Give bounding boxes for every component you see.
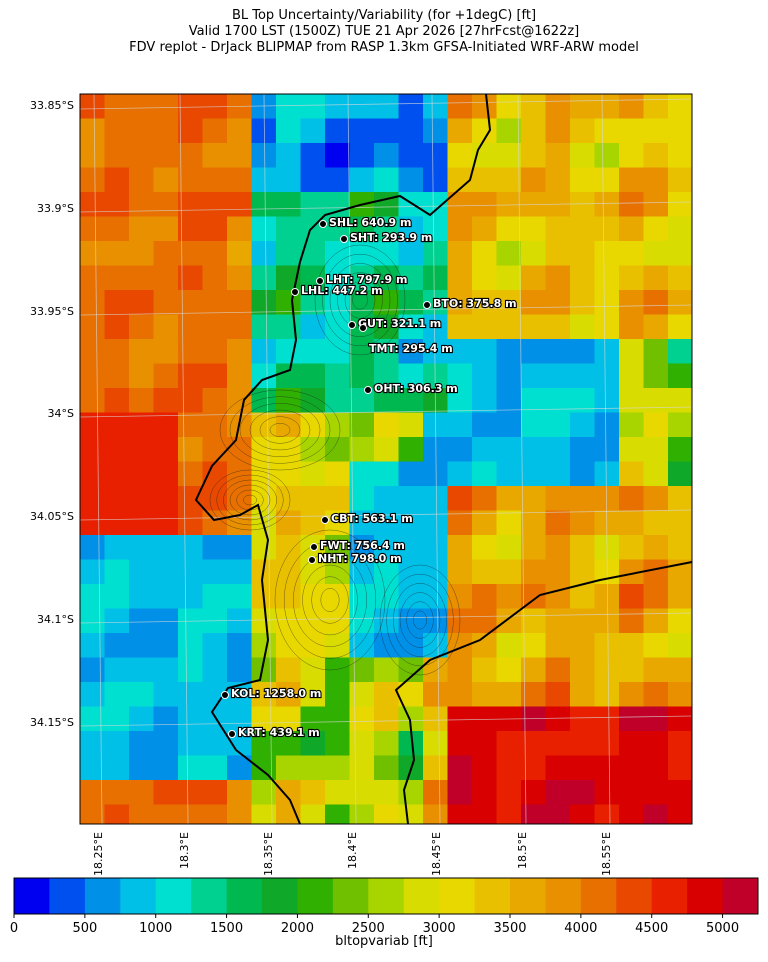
station-label: KOL: 1258.0 m xyxy=(231,687,321,700)
station-label: NHT: 798.0 m xyxy=(318,552,402,565)
colorbar-swatch xyxy=(155,878,192,914)
colorbar-tick-label: 0 xyxy=(10,921,18,936)
lon-tick-label: 18.45°E xyxy=(430,832,443,876)
colorbar-tick-label: 4500 xyxy=(635,921,668,936)
terrain-contours xyxy=(209,244,461,676)
colorbar-tick-label: 2500 xyxy=(352,921,385,936)
lon-tick-label: 18.55°E xyxy=(600,832,613,876)
colorbar-swatch xyxy=(191,878,227,914)
longitude-axis: 18.25°E 18.3°E 18.35°E 18.4°E 18.45°E 18.5°E 1… xyxy=(92,832,613,876)
lat-tick-label: 34.15°S xyxy=(30,716,74,729)
station-label: FWT: 756.4 m xyxy=(320,539,405,552)
lon-tick-label: 18.3°E xyxy=(178,832,191,869)
station-label: TMT: 295.4 m xyxy=(369,342,453,355)
colorbar-swatch xyxy=(49,878,86,914)
station-marker xyxy=(308,556,316,564)
station-label: LHT: 797.9 m xyxy=(326,273,407,286)
coastline xyxy=(194,93,693,825)
lat-tick-label: 33.9°S xyxy=(37,202,74,215)
colorbar-swatch xyxy=(510,878,546,914)
station-label: LHL: 447.2 m xyxy=(301,284,383,297)
station-marker xyxy=(340,235,348,243)
title-line-3: FDV replot - DrJack BLIPMAP from RASP 1.… xyxy=(129,40,639,55)
colorbar-swatch xyxy=(474,878,511,914)
colorbar-label: bltopvariab [ft] xyxy=(335,934,433,949)
colorbar-tick-label: 4000 xyxy=(564,921,597,936)
station-marker xyxy=(359,324,367,332)
station-marker xyxy=(291,288,299,296)
colorbar-tick-label: 1000 xyxy=(139,921,172,936)
station-marker xyxy=(423,301,431,309)
station-label: KRT: 439.1 m xyxy=(238,726,320,739)
station-marker xyxy=(319,220,327,228)
colorbar-tick-label: 5000 xyxy=(706,921,739,936)
station-marker xyxy=(364,386,372,394)
station-marker xyxy=(316,277,324,285)
station-marker xyxy=(310,543,318,551)
colorbar-swatch xyxy=(84,878,121,914)
colorbar-swatch xyxy=(580,878,617,914)
colorbar-tick-label: 500 xyxy=(72,921,97,936)
colorbar: 0 500 1000 1500 2000 2500 3000 3500 4000 4500 5000 xyxy=(10,877,759,936)
colorbar-swatch xyxy=(368,878,405,914)
station-marker xyxy=(348,321,356,329)
colorbar-swatch xyxy=(651,878,688,914)
lat-tick-label: 33.95°S xyxy=(30,305,74,318)
station-label: OHT: 306.3 m xyxy=(374,382,458,395)
station-label: CBT: 563.1 m xyxy=(331,512,413,525)
colorbar-swatch xyxy=(545,878,582,914)
lat-tick-label: 34°S xyxy=(48,407,74,420)
station-marker xyxy=(221,691,229,699)
graticule xyxy=(79,93,693,825)
colorbar-swatch xyxy=(297,878,334,914)
colorbar-tick-label: 1500 xyxy=(210,921,243,936)
station-label: SHT: 293.9 m xyxy=(350,231,432,244)
colorbar-tick-label: 2000 xyxy=(281,921,314,936)
latitude-axis: 33.85°S 33.9°S 33.95°S 34°S 34.05°S 34.1°S 34.… xyxy=(30,99,74,729)
station-label: GUT: 321.1 m xyxy=(358,317,441,330)
colorbar-swatch xyxy=(14,878,50,914)
map-title: BL Top Uncertainty/Variability (for +1de… xyxy=(0,8,768,56)
colorbar-swatch xyxy=(439,878,475,914)
map-frame xyxy=(79,93,693,825)
colorbar-tick-label: 3000 xyxy=(423,921,456,936)
title-line-1: BL Top Uncertainty/Variability (for +1de… xyxy=(231,8,537,23)
colorbar-swatch xyxy=(262,878,298,914)
colorbar-tick-label: 3500 xyxy=(493,921,526,936)
station-markers: SHL: 640.9 m SHT: 293.9 m LHT: 797.9 mLHL:… xyxy=(221,215,518,740)
colorbar-swatch xyxy=(687,878,723,914)
colorbar-swatch xyxy=(616,878,653,914)
colorbar-swatch xyxy=(722,878,759,914)
lat-tick-label: 34.05°S xyxy=(30,510,74,523)
colorbar-swatch xyxy=(120,878,157,914)
lon-tick-label: 18.35°E xyxy=(262,832,275,876)
station-marker xyxy=(321,516,329,524)
lon-tick-label: 18.4°E xyxy=(346,832,359,869)
lon-tick-label: 18.25°E xyxy=(92,832,105,876)
colorbar-swatch xyxy=(332,878,369,914)
lon-tick-label: 18.5°E xyxy=(516,832,529,869)
station-marker xyxy=(228,730,236,738)
title-line-2: Valid 1700 LST (1500Z) TUE 21 Apr 2026 [… xyxy=(188,24,580,39)
colorbar-swatch xyxy=(403,878,440,914)
station-label: BTO: 375.8 m xyxy=(433,297,517,310)
station-label: SHL: 640.9 m xyxy=(329,216,411,229)
lat-tick-label: 34.1°S xyxy=(37,613,74,626)
colorbar-swatch xyxy=(226,878,263,914)
variability-raster xyxy=(80,94,692,824)
lat-tick-label: 33.85°S xyxy=(30,99,74,112)
